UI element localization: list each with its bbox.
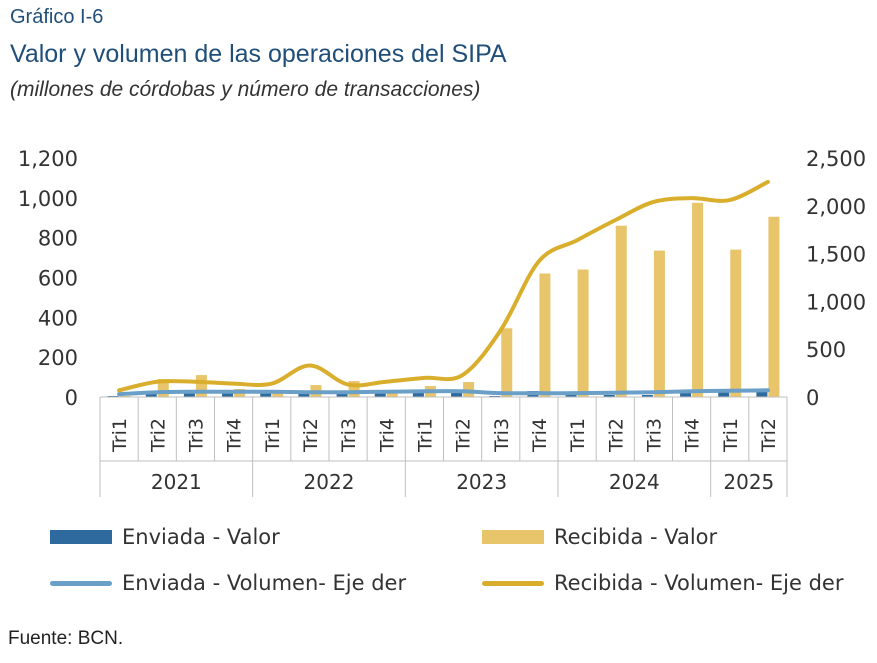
figure-label: Gráfico I-6 <box>10 6 104 28</box>
x-tick-label-year: 2024 <box>609 470 660 494</box>
legend-swatch-enviada-valor <box>50 530 112 544</box>
bar-recibida-valor <box>195 375 207 397</box>
legend-swatch-recibida-valor <box>482 530 544 544</box>
chart-subtitle: (millones de córdobas y número de transa… <box>10 78 481 101</box>
bar-enviada-valor <box>336 392 348 397</box>
bar-recibida-valor <box>501 328 513 397</box>
x-tick-label-quarter: Tri4 <box>682 418 704 453</box>
bar-enviada-valor <box>565 394 577 397</box>
bar-enviada-valor <box>298 392 310 397</box>
bar-enviada-valor <box>718 391 730 397</box>
legend-label-recibida-valor: Recibida - Valor <box>554 525 718 549</box>
y-left-tick-label: 800 <box>38 227 78 251</box>
chart-title: Valor y volumen de las operaciones del S… <box>10 40 507 68</box>
x-tick-label-quarter: Tri1 <box>262 418 284 453</box>
legend-swatch-enviada-volumen <box>50 580 112 586</box>
legend-label-recibida-volumen: Recibida - Volumen- Eje der <box>554 571 844 595</box>
bar-enviada-valor <box>756 392 768 397</box>
bar-recibida-valor <box>577 269 589 397</box>
x-tick-label-year: 2023 <box>456 470 507 494</box>
y-left-tick-label: 1,200 <box>18 147 78 171</box>
bar-enviada-valor <box>260 392 272 397</box>
bar-recibida-valor <box>730 249 742 397</box>
legend-swatch-recibida-volumen <box>482 580 544 586</box>
legend-enviada-volumen: Enviada - Volumen- Eje der <box>50 571 406 595</box>
bar-recibida-valor <box>768 216 780 397</box>
y-right-tick-label: 500 <box>806 338 846 362</box>
y-left-tick-label: 200 <box>38 346 78 370</box>
y-left-tick-label: 400 <box>38 306 78 330</box>
x-tick-label-year: 2022 <box>304 470 355 494</box>
source-note: Fuente: BCN. <box>8 628 124 649</box>
x-tick-label-quarter: Tri1 <box>567 418 589 453</box>
bar-enviada-valor <box>183 391 195 397</box>
x-tick-label-quarter: Tri3 <box>491 418 513 453</box>
legend-label-enviada-volumen: Enviada - Volumen- Eje der <box>122 571 407 595</box>
x-tick-label-quarter: Tri1 <box>414 418 436 453</box>
bar-recibida-valor <box>157 379 169 397</box>
x-tick-label-quarter: Tri2 <box>758 418 780 453</box>
x-tick-label-quarter: Tri1 <box>720 418 742 453</box>
bar-recibida-valor <box>348 381 360 397</box>
legend-enviada-valor: Enviada - Valor <box>50 525 280 549</box>
legend-label-enviada-valor: Enviada - Valor <box>122 525 280 549</box>
x-tick-label-quarter: Tri4 <box>376 418 398 453</box>
bar-enviada-valor <box>641 395 653 397</box>
line-enviada-volumen <box>117 388 770 397</box>
bar-recibida-valor <box>653 250 665 397</box>
y-right-tick-label: 1,500 <box>806 243 866 267</box>
x-tick-label-quarter: Tri2 <box>605 418 627 453</box>
bar-recibida-valor <box>692 202 704 397</box>
chart-svg: 0 200 400 600 800 1,000 1,200 0 500 1,000 1,500 2,0… <box>18 147 866 497</box>
y-right-tick-label: 1,000 <box>806 290 866 314</box>
bar-enviada-valor <box>374 391 386 397</box>
bar-enviada-valor <box>412 390 424 397</box>
bar-recibida-valor <box>615 225 627 397</box>
bar-recibida-valor <box>539 273 551 397</box>
x-tick-label-quarter: Tri3 <box>643 418 665 453</box>
x-tick-label-quarter: Tri4 <box>224 418 246 453</box>
x-tick-label-quarter: Tri4 <box>529 418 551 453</box>
bar-enviada-valor <box>451 393 463 397</box>
legend-recibida-valor: Recibida - Valor <box>482 525 717 549</box>
y-right-tick-label: 2,500 <box>806 147 866 171</box>
y-left-tick-label: 600 <box>38 267 78 291</box>
y-left-tick-label: 0 <box>65 386 78 410</box>
y-right-tick-label: 2,000 <box>806 195 866 219</box>
x-tick-label-quarter: Tri2 <box>453 418 475 453</box>
bar-recibida-valor <box>386 393 398 397</box>
x-tick-label-quarter: Tri2 <box>147 418 169 453</box>
x-tick-label-quarter: Tri3 <box>338 418 360 453</box>
x-tick-label-year: 2025 <box>723 470 774 494</box>
line-recibida-volumen <box>117 179 770 393</box>
y-right-tick-label: 0 <box>806 386 819 410</box>
legend-recibida-volumen: Recibida - Volumen- Eje der <box>482 571 844 595</box>
bar-recibida-valor <box>272 393 284 397</box>
bar-enviada-valor <box>603 395 615 397</box>
x-tick-label-quarter: Tri1 <box>109 418 131 453</box>
y-left-tick-label: 1,000 <box>18 187 78 211</box>
x-tick-label-year: 2021 <box>151 470 202 494</box>
x-tick-label-quarter: Tri2 <box>300 418 322 453</box>
bar-enviada-valor <box>680 393 692 397</box>
x-tick-label-quarter: Tri3 <box>185 418 207 453</box>
